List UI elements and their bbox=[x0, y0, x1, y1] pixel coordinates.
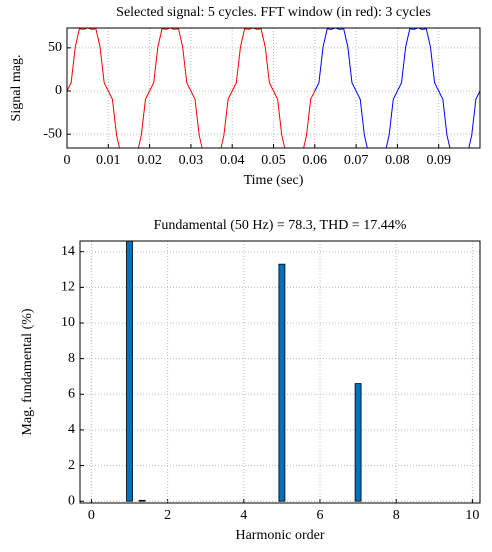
y-tick-label: 0 bbox=[68, 493, 75, 508]
bar bbox=[138, 499, 146, 502]
x-tick-label: 0.02 bbox=[137, 153, 162, 168]
x-tick-label: 0.03 bbox=[179, 153, 204, 168]
x-axis-label: Harmonic order bbox=[235, 528, 324, 543]
x-tick-label: 0 bbox=[88, 508, 95, 523]
x-tick-label: 0.04 bbox=[220, 153, 245, 168]
plot-content bbox=[126, 241, 362, 502]
bar bbox=[126, 241, 133, 502]
x-axis-label: Time (sec) bbox=[244, 173, 304, 188]
y-tick-label: 12 bbox=[61, 280, 75, 295]
x-tick-label: 0.06 bbox=[303, 153, 328, 168]
y-tick-label: -50 bbox=[43, 126, 62, 141]
chart-title: Selected signal: 5 cycles. FFT window (i… bbox=[116, 5, 431, 20]
y-tick-label: 14 bbox=[61, 244, 75, 259]
x-tick-label: 2 bbox=[164, 508, 171, 523]
axes-box bbox=[66, 27, 481, 149]
y-tick-label: 0 bbox=[55, 83, 62, 98]
y-tick-label: 2 bbox=[68, 458, 75, 473]
x-tick-label: 4 bbox=[240, 508, 247, 523]
plot-content bbox=[67, 28, 480, 148]
x-tick-label: 0.09 bbox=[426, 153, 451, 168]
x-tick-label: 0 bbox=[64, 153, 71, 168]
x-tick-label: 10 bbox=[465, 508, 479, 523]
x-tick-label: 0.01 bbox=[96, 153, 121, 168]
x-tick-label: 8 bbox=[393, 508, 400, 523]
x-tick-label: 0.05 bbox=[261, 153, 286, 168]
y-axis-label: Mag. fundamental (%) bbox=[20, 308, 35, 435]
bar bbox=[278, 263, 286, 502]
y-tick-label: 10 bbox=[61, 315, 75, 330]
signal-line bbox=[67, 28, 316, 148]
bar bbox=[354, 383, 362, 502]
y-tick-label: 6 bbox=[68, 386, 75, 401]
x-tick-label: 6 bbox=[317, 508, 324, 523]
axes-box bbox=[79, 240, 481, 504]
signal-line bbox=[314, 28, 480, 148]
y-tick-label: 4 bbox=[68, 422, 75, 437]
chart-title: Fundamental (50 Hz) = 78.3, THD = 17.44% bbox=[154, 218, 407, 233]
x-tick-label: 0.08 bbox=[385, 153, 410, 168]
y-axis-label: Signal mag. bbox=[9, 55, 24, 122]
y-tick-label: 8 bbox=[68, 351, 75, 366]
y-tick-label: 50 bbox=[48, 40, 62, 55]
x-tick-label: 0.07 bbox=[344, 153, 369, 168]
